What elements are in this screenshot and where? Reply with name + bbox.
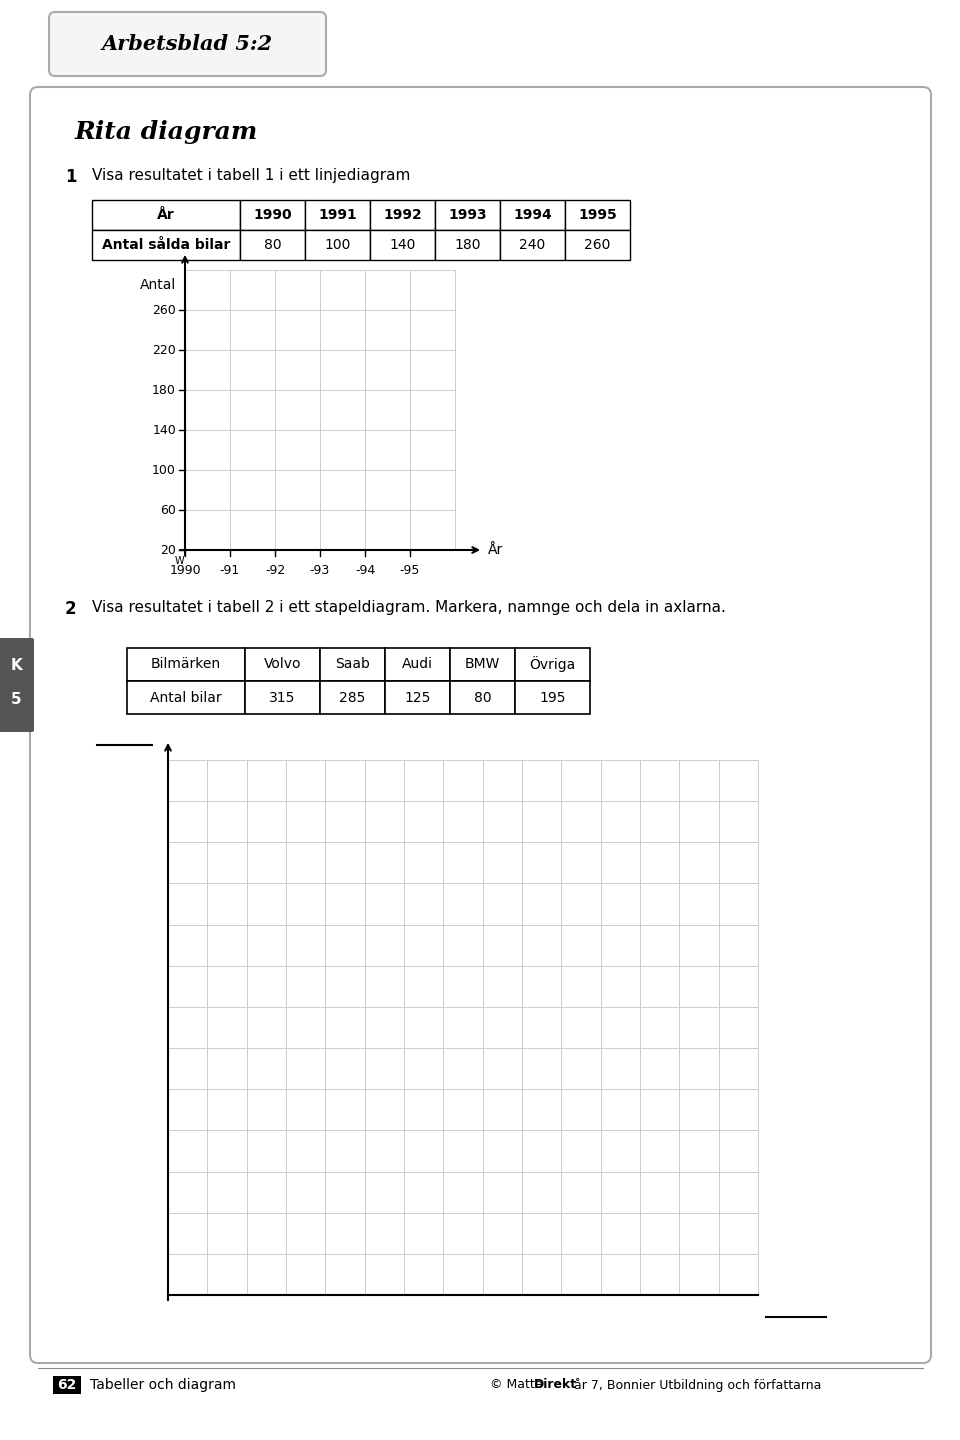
Text: 1991: 1991: [318, 207, 357, 222]
Text: Antal: Antal: [140, 278, 177, 292]
Bar: [245, 648, 320, 681]
Text: 2: 2: [65, 600, 77, 618]
Text: 195: 195: [540, 691, 565, 704]
Text: © Matte: © Matte: [490, 1378, 546, 1391]
Text: 1995: 1995: [578, 207, 617, 222]
Bar: [53, 1377, 81, 1394]
Text: -94: -94: [355, 564, 375, 577]
Text: 240: 240: [519, 238, 545, 252]
Text: År: År: [488, 543, 503, 557]
Text: 1994: 1994: [514, 207, 552, 222]
Text: Arbetsblad 5:2: Arbetsblad 5:2: [102, 35, 273, 53]
Bar: [320, 648, 385, 681]
Bar: [92, 230, 240, 261]
Text: 100: 100: [324, 238, 350, 252]
Text: 1992: 1992: [383, 207, 421, 222]
Text: Övriga: Övriga: [529, 657, 576, 672]
Bar: [565, 230, 630, 261]
Text: 140: 140: [153, 423, 176, 436]
Text: 285: 285: [339, 691, 366, 704]
Bar: [320, 681, 385, 714]
Text: 100: 100: [152, 464, 176, 477]
Text: Visa resultatet i tabell 1 i ett linjediagram: Visa resultatet i tabell 1 i ett linjedi…: [92, 168, 410, 183]
Bar: [240, 230, 305, 261]
FancyBboxPatch shape: [49, 12, 326, 76]
Bar: [305, 230, 370, 261]
Text: Rita diagram: Rita diagram: [75, 120, 258, 144]
Bar: [500, 230, 565, 261]
Text: Visa resultatet i tabell 2 i ett stapeldiagram. Markera, namnge och dela in axla: Visa resultatet i tabell 2 i ett stapeld…: [92, 600, 726, 615]
Text: K: K: [11, 658, 22, 672]
Bar: [305, 200, 370, 230]
Bar: [240, 200, 305, 230]
Bar: [127, 681, 245, 714]
Bar: [565, 200, 630, 230]
Text: -91: -91: [220, 564, 240, 577]
Text: Bilmärken: Bilmärken: [151, 658, 221, 671]
Bar: [370, 200, 435, 230]
Bar: [385, 681, 450, 714]
FancyBboxPatch shape: [30, 86, 931, 1364]
Text: 80: 80: [473, 691, 492, 704]
Text: -95: -95: [399, 564, 420, 577]
Bar: [450, 681, 515, 714]
Text: År: År: [157, 207, 175, 222]
Text: 260: 260: [585, 238, 611, 252]
Text: -93: -93: [310, 564, 330, 577]
Bar: [245, 681, 320, 714]
Bar: [435, 230, 500, 261]
Text: 125: 125: [404, 691, 431, 704]
Bar: [500, 200, 565, 230]
Text: 1990: 1990: [169, 564, 201, 577]
Bar: [370, 230, 435, 261]
Text: 180: 180: [152, 383, 176, 396]
Text: 220: 220: [153, 344, 176, 357]
Text: 60: 60: [160, 504, 176, 517]
Bar: [92, 200, 240, 230]
Text: Saab: Saab: [335, 658, 370, 671]
Text: 1: 1: [65, 168, 77, 186]
Bar: [450, 648, 515, 681]
Text: år 7, Bonnier Utbildning och författarna: år 7, Bonnier Utbildning och författarna: [570, 1378, 822, 1392]
FancyBboxPatch shape: [0, 638, 34, 732]
Text: Volvo: Volvo: [264, 658, 301, 671]
Bar: [515, 648, 590, 681]
Text: 180: 180: [454, 238, 481, 252]
Text: 140: 140: [390, 238, 416, 252]
Text: 20: 20: [160, 543, 176, 556]
Text: W: W: [174, 556, 183, 566]
Bar: [127, 648, 245, 681]
Text: 1993: 1993: [448, 207, 487, 222]
Text: BMW: BMW: [465, 658, 500, 671]
Bar: [435, 200, 500, 230]
Bar: [515, 681, 590, 714]
Text: Direkt: Direkt: [534, 1378, 577, 1391]
Text: 62: 62: [58, 1378, 77, 1392]
Text: Audi: Audi: [402, 658, 433, 671]
Text: 80: 80: [264, 238, 281, 252]
Text: 5: 5: [11, 693, 21, 707]
Text: Tabeller och diagram: Tabeller och diagram: [90, 1378, 236, 1392]
Text: -92: -92: [265, 564, 285, 577]
Text: 1990: 1990: [253, 207, 292, 222]
Text: 260: 260: [153, 304, 176, 317]
Text: 315: 315: [270, 691, 296, 704]
Text: Antal bilar: Antal bilar: [150, 691, 222, 704]
Bar: [385, 648, 450, 681]
Text: Antal sålda bilar: Antal sålda bilar: [102, 238, 230, 252]
